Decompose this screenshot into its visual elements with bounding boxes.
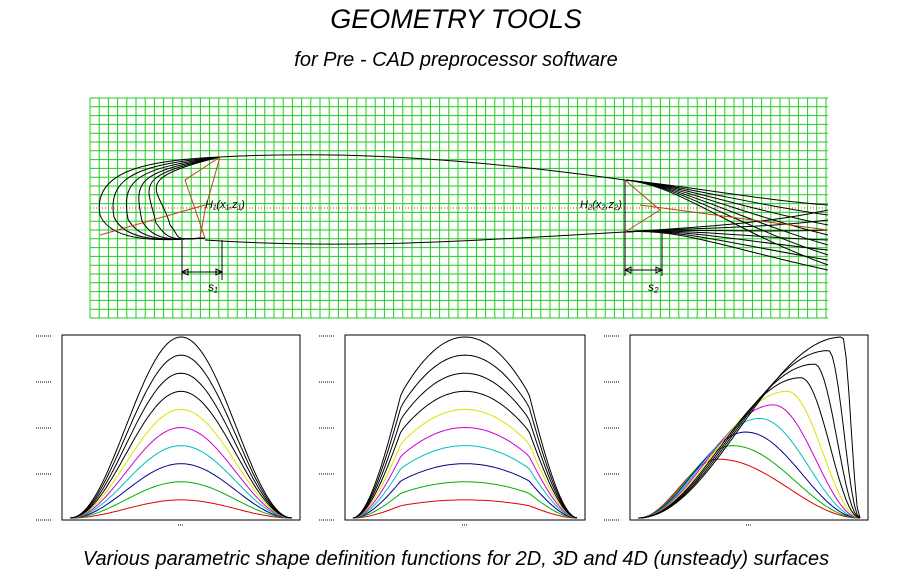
function-curve: [352, 408, 578, 519]
function-curve: [352, 463, 578, 519]
title: GEOMETRY TOOLS: [330, 4, 582, 34]
subtitle: for Pre - CAD preprocessor software: [294, 49, 617, 71]
function-curve: [70, 499, 292, 519]
function-curve: [352, 372, 578, 519]
function-curve: [352, 445, 578, 519]
function-curve: [352, 426, 578, 519]
plot-frame: [629, 334, 869, 521]
nose-lines: [99, 156, 221, 239]
function-curve: [69, 481, 293, 519]
function-curve: [637, 336, 861, 519]
function-curve: [637, 404, 861, 519]
function-curve: [637, 431, 861, 519]
s1-label: s₁: [208, 280, 218, 294]
tail-lines: [624, 179, 829, 233]
function-curve: [69, 354, 293, 519]
function-curve: [637, 377, 861, 519]
function-curve: [69, 390, 293, 519]
function-curve: [69, 426, 293, 519]
geometry-shape: [90, 154, 829, 280]
function-curve: [637, 458, 861, 519]
tail-curve: [624, 179, 829, 266]
function-curve: [637, 363, 861, 519]
tail-curve: [624, 179, 829, 256]
function-curve: [352, 499, 578, 519]
tail-curve: [624, 231, 829, 271]
dimension-s2: [623, 232, 664, 276]
function-curve: [69, 408, 293, 519]
dimension-s1: [180, 240, 224, 280]
function-curve: [352, 354, 578, 519]
function-curve: [69, 445, 293, 519]
caption: Various parametric shape definition func…: [83, 548, 829, 570]
function-curve: [352, 481, 578, 519]
function-curve: [637, 445, 861, 519]
plot-frame: [344, 334, 586, 521]
function-curve: [637, 418, 861, 519]
function-curve: [69, 372, 293, 519]
upper-contour: [219, 154, 626, 181]
function-plots: [36, 334, 869, 526]
s2-label: s₂: [648, 280, 659, 294]
function-curve: [352, 336, 578, 519]
plot-frame: [61, 334, 301, 521]
nose-curve: [138, 156, 221, 240]
function-curve: [637, 350, 861, 519]
function-curve: [69, 336, 293, 519]
nose-curve: [125, 156, 221, 240]
nose-curve: [155, 156, 221, 240]
lower-contour: [204, 231, 626, 245]
function-curve: [69, 463, 293, 519]
function-curve: [352, 390, 578, 519]
nose-curve: [148, 156, 221, 240]
h2-label: H₂(x₂,z₂): [580, 199, 622, 211]
h1-label: H₁(x₁,z₁): [205, 199, 245, 211]
mesh-grid: [89, 97, 828, 319]
